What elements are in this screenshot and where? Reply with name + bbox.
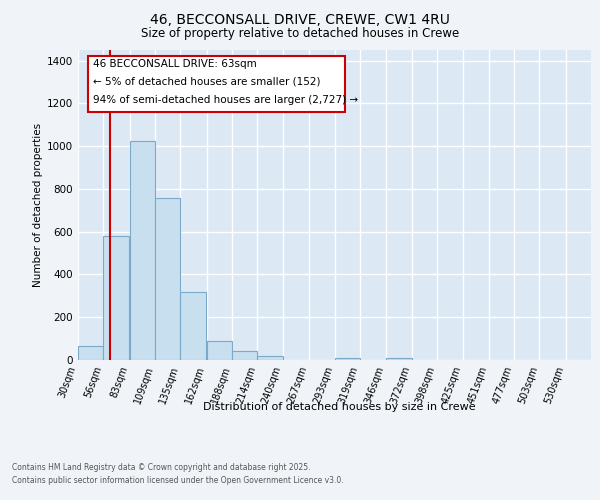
Bar bbox=[155, 198, 181, 360]
Y-axis label: Number of detached properties: Number of detached properties bbox=[33, 123, 43, 287]
Bar bbox=[386, 358, 412, 360]
Bar bbox=[257, 356, 283, 360]
Text: ← 5% of detached houses are smaller (152): ← 5% of detached houses are smaller (152… bbox=[94, 76, 321, 86]
Bar bbox=[207, 341, 232, 360]
Bar bbox=[181, 292, 206, 360]
Bar bbox=[78, 346, 103, 360]
Bar bbox=[335, 358, 360, 360]
Bar bbox=[103, 236, 129, 360]
Text: 94% of semi-detached houses are larger (2,727) →: 94% of semi-detached houses are larger (… bbox=[94, 95, 359, 105]
Text: Distribution of detached houses by size in Crewe: Distribution of detached houses by size … bbox=[203, 402, 475, 412]
Text: Contains HM Land Registry data © Crown copyright and database right 2025.: Contains HM Land Registry data © Crown c… bbox=[12, 462, 311, 471]
Text: 46, BECCONSALL DRIVE, CREWE, CW1 4RU: 46, BECCONSALL DRIVE, CREWE, CW1 4RU bbox=[150, 12, 450, 26]
FancyBboxPatch shape bbox=[88, 56, 345, 112]
Text: Contains public sector information licensed under the Open Government Licence v3: Contains public sector information licen… bbox=[12, 476, 344, 485]
Bar bbox=[232, 352, 257, 360]
Text: 46 BECCONSALL DRIVE: 63sqm: 46 BECCONSALL DRIVE: 63sqm bbox=[94, 60, 257, 70]
Bar bbox=[130, 141, 155, 360]
Text: Size of property relative to detached houses in Crewe: Size of property relative to detached ho… bbox=[141, 28, 459, 40]
